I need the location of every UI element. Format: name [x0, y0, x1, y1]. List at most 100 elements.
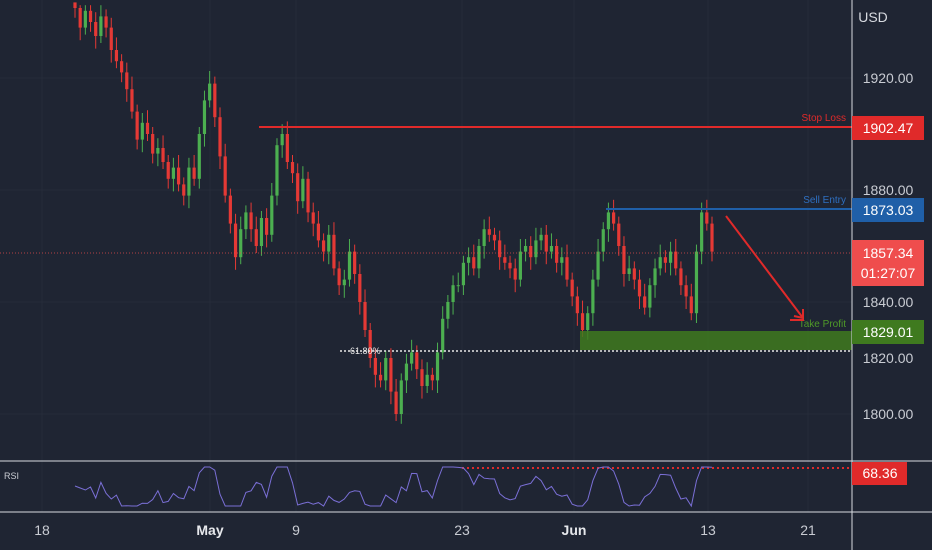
- candle-body: [627, 268, 631, 274]
- currency-label: USD: [858, 9, 888, 25]
- candle-body: [290, 162, 295, 174]
- candle-body: [125, 72, 129, 90]
- candle-body: [73, 2, 77, 8]
- candle-body: [668, 251, 673, 263]
- candle-body: [301, 178, 305, 202]
- candle-body: [389, 358, 393, 392]
- candle-body: [399, 380, 403, 414]
- take-profit-zone: [580, 331, 852, 350]
- rsi-label: RSI: [4, 471, 19, 481]
- price-axis-ticks: 1920.00 1880.00 1840.00 1820.00 1800.00: [863, 70, 914, 422]
- candle-body: [373, 358, 377, 375]
- candle-body: [591, 279, 595, 314]
- candle-body: [311, 212, 315, 224]
- candle-body: [228, 195, 232, 224]
- candle-body: [337, 268, 341, 286]
- candle-body: [358, 274, 362, 302]
- candle-body: [156, 148, 160, 154]
- candle-body: [306, 178, 310, 213]
- candle-body: [384, 358, 388, 381]
- stop-loss-tag: [852, 116, 924, 140]
- candle-body: [658, 257, 662, 269]
- sell-entry-tag-value: 1873.03: [863, 202, 914, 218]
- candle-body: [674, 251, 678, 269]
- candle-body: [586, 313, 590, 330]
- candle-body: [239, 229, 243, 258]
- take-profit-tag-value: 1829.01: [863, 324, 914, 340]
- candle-body: [425, 374, 429, 386]
- current-price-tag: [852, 240, 924, 286]
- candle-body: [441, 318, 445, 353]
- current-price-value: 1857.34: [863, 245, 914, 261]
- candle-body: [394, 391, 398, 414]
- candle-body: [208, 83, 212, 101]
- candle-body: [249, 212, 253, 230]
- candlestick-series: [73, 2, 714, 424]
- candle-body: [503, 257, 507, 263]
- candle-body: [534, 240, 538, 258]
- candle-body: [689, 296, 693, 314]
- candle-body: [135, 111, 139, 140]
- candle-body: [88, 10, 93, 22]
- candle-body: [161, 148, 165, 162]
- candle-body: [332, 234, 336, 269]
- candle-body: [643, 296, 647, 308]
- candle-body: [94, 22, 98, 36]
- rsi-value-tag: [852, 462, 907, 485]
- candle-body: [446, 302, 450, 319]
- candle-body: [663, 257, 667, 263]
- x-tick: 18: [34, 522, 50, 538]
- candle-body: [601, 229, 605, 252]
- candle-body: [700, 212, 704, 252]
- candle-body: [420, 369, 424, 386]
- candle-body: [622, 246, 626, 274]
- candle-body: [296, 173, 300, 202]
- candle-body: [166, 162, 170, 179]
- sell-entry-label: Sell Entry: [803, 195, 846, 206]
- candle-body: [244, 212, 248, 230]
- candle-body: [679, 268, 683, 286]
- candle-body: [466, 257, 471, 263]
- candle-body: [140, 122, 144, 140]
- candle-body: [192, 167, 196, 179]
- candle-body: [539, 234, 543, 241]
- candle-body: [549, 246, 554, 252]
- projection-arrow: [725, 215, 804, 321]
- candle-body: [575, 296, 579, 314]
- candle-body: [596, 251, 600, 280]
- candle-body: [104, 16, 108, 28]
- candle-body: [99, 16, 103, 36]
- take-profit-label: Take Profit: [799, 319, 846, 330]
- x-tick: Jun: [562, 522, 587, 538]
- candle-body: [472, 257, 476, 269]
- time-axis-ticks: 18 May 9 23 Jun 13 21: [34, 522, 816, 538]
- take-profit-tag: [852, 320, 924, 344]
- candle-body: [544, 234, 548, 252]
- candle-body: [368, 330, 372, 358]
- y-tick: 1800.00: [863, 406, 914, 422]
- x-tick: 9: [292, 522, 300, 538]
- candle-body: [120, 61, 124, 73]
- candle-body: [477, 246, 481, 269]
- candle-body: [404, 363, 409, 381]
- candle-body: [684, 285, 688, 297]
- candle-body: [430, 374, 434, 381]
- candle-body: [612, 212, 616, 224]
- stop-loss-label: Stop Loss: [802, 113, 846, 124]
- candle-body: [275, 145, 279, 196]
- x-tick: May: [196, 522, 223, 538]
- candle-body: [213, 83, 217, 118]
- candle-body: [705, 212, 709, 224]
- candle-body: [555, 246, 559, 263]
- candle-body: [648, 285, 652, 308]
- y-tick: 1880.00: [863, 182, 914, 198]
- current-price-countdown: 01:27:07: [861, 265, 916, 281]
- candle-body: [415, 352, 419, 370]
- candle-body: [363, 302, 367, 330]
- candle-body: [109, 27, 113, 50]
- candle-body: [653, 268, 657, 286]
- candle-body: [565, 257, 569, 280]
- candle-body: [182, 184, 186, 196]
- candle-body: [176, 167, 181, 185]
